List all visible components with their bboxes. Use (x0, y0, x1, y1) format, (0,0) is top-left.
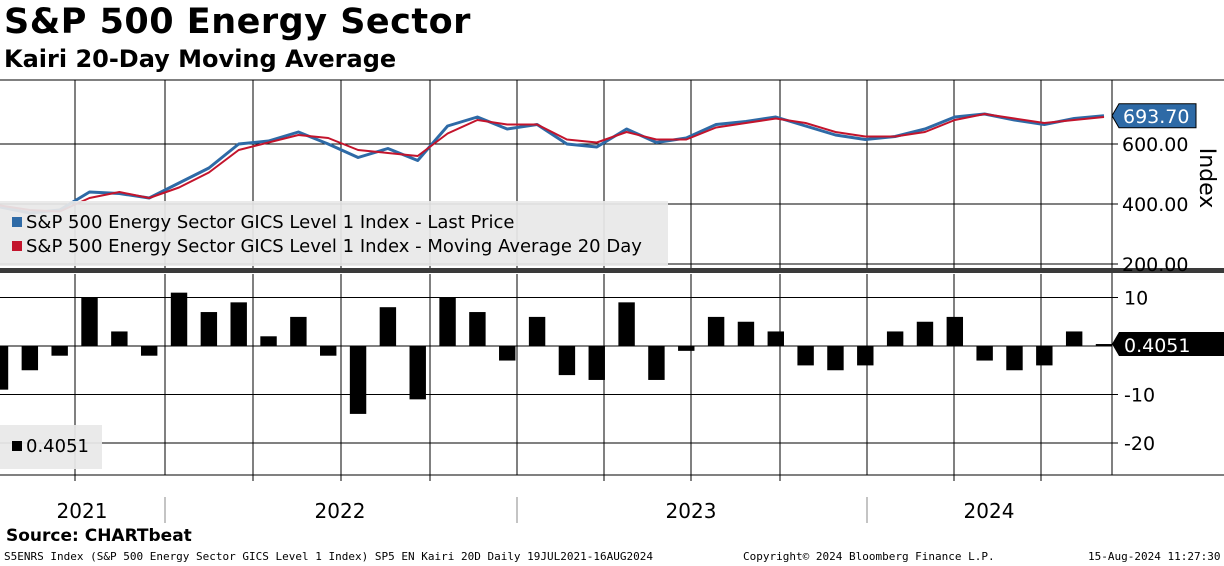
legend-label-last-price: S&P 500 Energy Sector GICS Level 1 Index… (26, 212, 515, 233)
x-year-label: 2022 (315, 499, 366, 523)
kairi-swatch (12, 441, 22, 451)
last-price-swatch (12, 217, 22, 227)
kairi-bar (200, 312, 218, 346)
legend-item-last-price: S&P 500 Energy Sector GICS Level 1 Index… (12, 212, 514, 233)
kairi-bar (21, 346, 39, 371)
kairi-bar (648, 346, 665, 380)
kairi-last-tag-label: 0.4051 (1124, 335, 1190, 357)
kairi-bar (230, 302, 247, 346)
kairi-bar (439, 297, 456, 346)
kairi-bar (0, 346, 9, 390)
y-axis-title: Index (1194, 148, 1219, 209)
kairi-bar (260, 336, 277, 346)
kairi-bar (379, 307, 397, 346)
y-tick-label-lower: -20 (1124, 433, 1155, 455)
legend-item-kairi: 0.4051 (12, 436, 89, 457)
footer-copyright: Copyright© 2024 Bloomberg Finance L.P. (743, 550, 995, 563)
kairi-bar (140, 346, 158, 356)
kairi-bar (290, 316, 307, 346)
y-tick-label-lower: 10 (1124, 288, 1148, 310)
kairi-bar (1036, 346, 1053, 366)
chart-title: S&P 500 Energy Sector (4, 2, 471, 42)
legend-label-kairi: 0.4051 (26, 436, 89, 457)
y-tick-label-upper: 600.00 (1122, 134, 1188, 156)
kairi-bar (528, 316, 546, 346)
kairi-bar (170, 292, 188, 346)
kairi-bar (678, 346, 695, 351)
kairi-bar (916, 321, 934, 346)
panel-separator (0, 268, 1224, 273)
y-tick-label-upper: 400.00 (1122, 194, 1188, 216)
kairi-bar (618, 302, 635, 346)
kairi-bar (588, 346, 605, 380)
kairi-bar (1006, 346, 1023, 371)
kairi-bar (946, 316, 964, 346)
kairi-last-tag (1112, 332, 1224, 357)
kairi-bar (767, 331, 784, 346)
last-price-tag (1111, 103, 1197, 129)
footer-timestamp: 15-Aug-2024 11:27:30 (1088, 550, 1221, 563)
x-year-label: 2023 (666, 499, 717, 523)
kairi-bar (51, 346, 68, 356)
kairi-bar (499, 346, 516, 361)
kairi-bar (797, 346, 814, 366)
kairi-bar (469, 312, 486, 346)
kairi-bar (857, 346, 874, 366)
footer-ticker: S5ENRS Index (S&P 500 Energy Sector GICS… (4, 550, 654, 563)
chart-subtitle: Kairi 20-Day Moving Average (4, 45, 397, 73)
kairi-bar (349, 346, 367, 414)
kairi-legend: 0.4051 (0, 425, 102, 469)
kairi-bar (886, 331, 904, 346)
x-year-label: 2024 (964, 499, 1015, 523)
kairi-bar (707, 316, 725, 346)
moving-average-line (0, 113, 1105, 213)
last-price-tag-label: 693.70 (1123, 106, 1189, 128)
kairi-bar (1095, 344, 1113, 346)
legend-item-moving-average: S&P 500 Energy Sector GICS Level 1 Index… (12, 236, 642, 257)
kairi-bar (976, 346, 993, 361)
kairi-bar (827, 346, 844, 371)
kairi-bar (320, 346, 337, 356)
last-price-line (0, 112, 1105, 215)
legend-label-moving-average: S&P 500 Energy Sector GICS Level 1 Index… (26, 236, 642, 257)
price-legend: S&P 500 Energy Sector GICS Level 1 Index… (0, 201, 668, 266)
kairi-bar (81, 297, 98, 346)
kairi-bar (409, 346, 426, 400)
kairi-bar (111, 331, 128, 346)
x-year-label: 2021 (57, 499, 108, 523)
y-tick-label-lower: -10 (1124, 385, 1155, 407)
moving-average-swatch (12, 241, 22, 251)
y-tick-label-upper: 200.00 (1122, 254, 1188, 276)
kairi-bar (558, 346, 576, 376)
kairi-bar (737, 321, 755, 346)
kairi-bar (1065, 331, 1083, 346)
source-note: Source: CHARTbeat (6, 526, 192, 546)
